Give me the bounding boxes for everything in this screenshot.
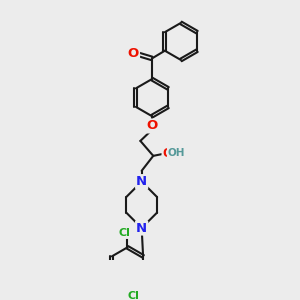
Text: N: N (136, 175, 147, 188)
Text: Cl: Cl (127, 291, 139, 300)
Text: O: O (128, 47, 139, 60)
Text: N: N (136, 221, 147, 235)
Text: H: H (172, 148, 180, 158)
Text: O: O (162, 147, 172, 160)
Text: Cl: Cl (118, 228, 130, 238)
Text: OH: OH (167, 148, 185, 158)
Text: O: O (146, 119, 158, 133)
